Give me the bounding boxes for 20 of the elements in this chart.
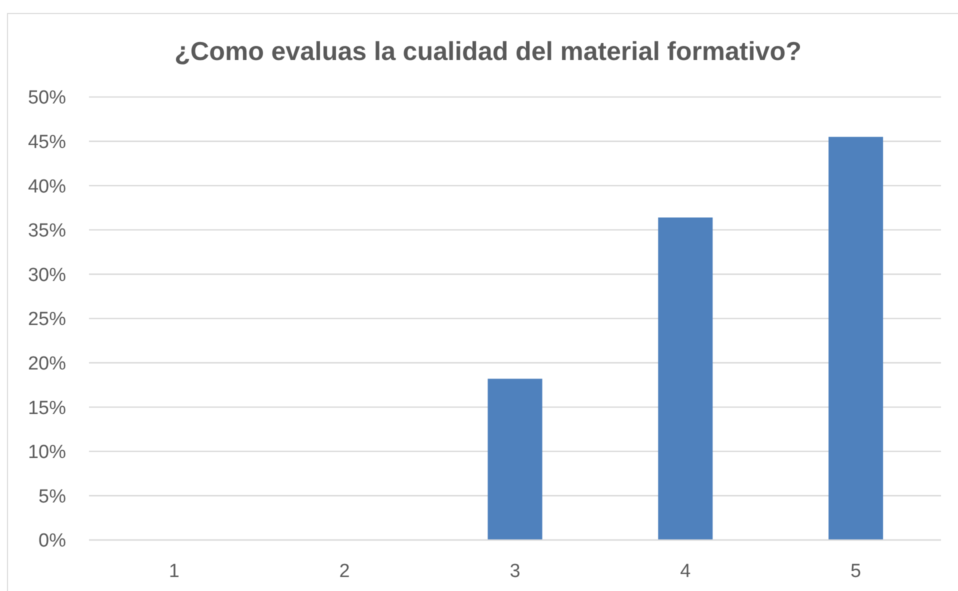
x-tick-label: 1 [168,561,180,582]
y-tick-label: 50% [28,88,66,109]
x-tick-label: 2 [339,561,350,582]
y-tick-label: 40% [28,176,66,198]
chart-title: ¿Como evaluas la cualidad del material formativo? [174,36,802,66]
y-tick-label: 10% [28,442,66,464]
y-tick-label: 0% [38,530,66,552]
bar [488,378,542,540]
y-tick-label: 35% [28,220,66,242]
y-tick-label: 5% [38,486,66,508]
x-tick-label: 4 [680,561,692,582]
y-tick-label: 30% [28,264,66,286]
x-tick-label: 5 [850,561,862,582]
y-tick-label: 25% [28,309,66,330]
y-tick-label: 45% [28,132,66,153]
bar [658,217,713,540]
y-tick-label: 20% [28,353,66,374]
x-tick-label: 3 [510,561,520,582]
bar [828,136,884,540]
y-tick-label: 15% [28,398,66,419]
